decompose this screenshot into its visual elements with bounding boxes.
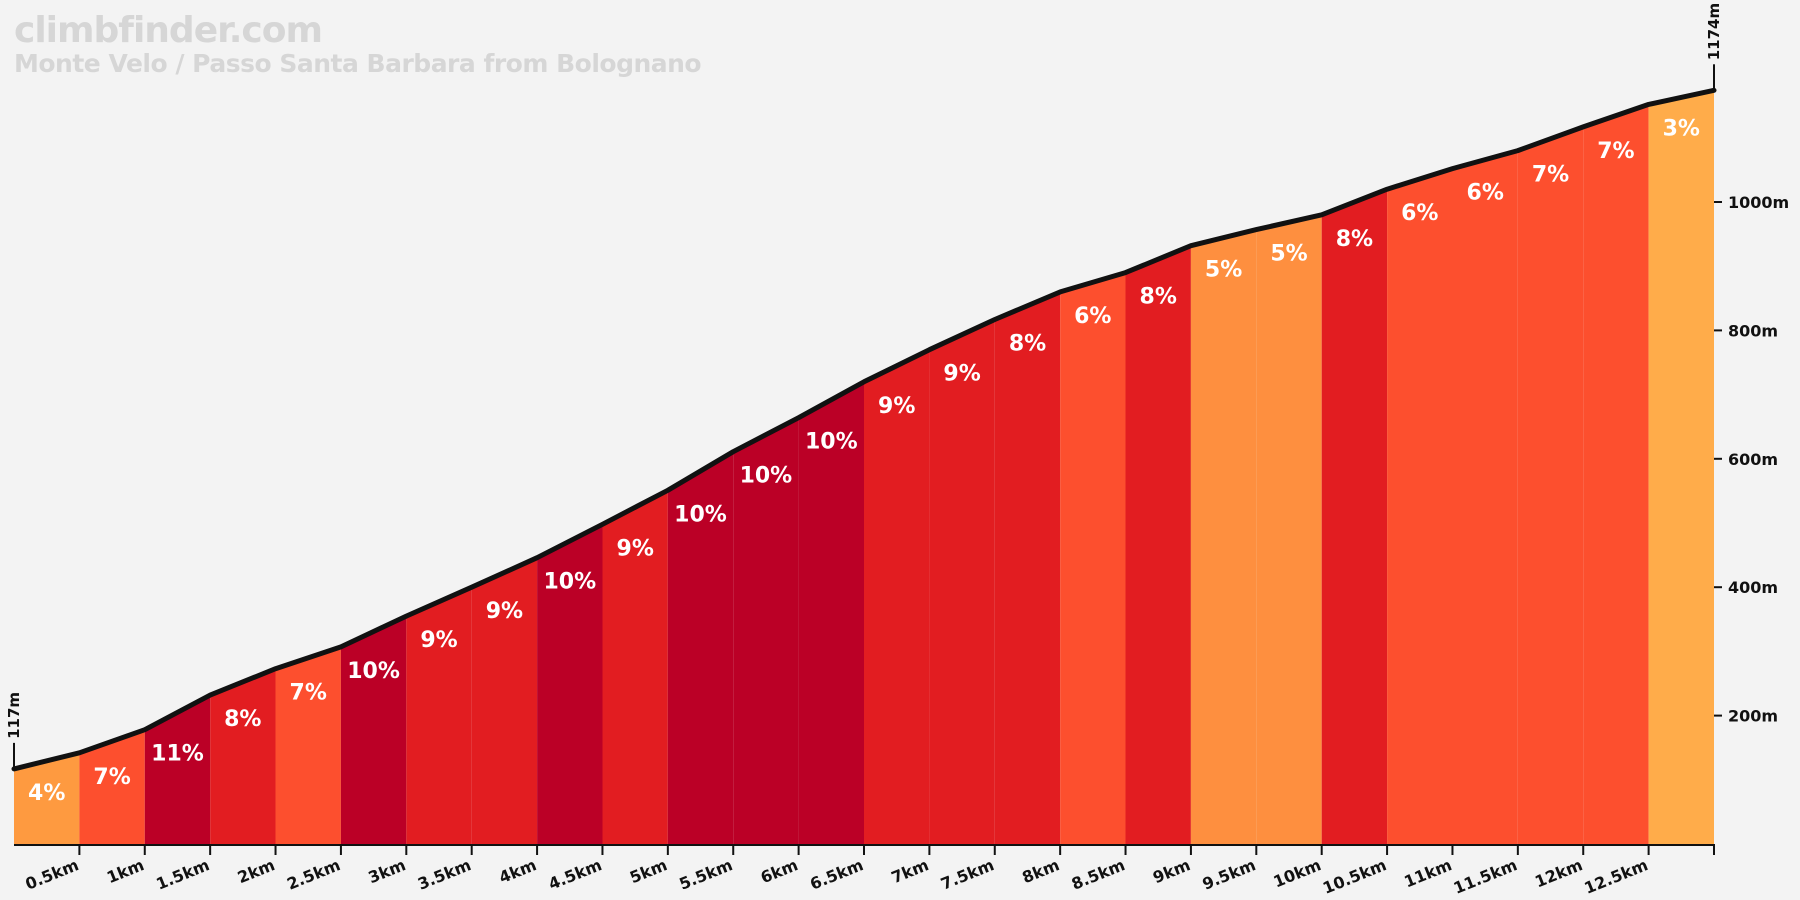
- grade-label-21: 8%: [1336, 227, 1373, 252]
- grade-segment-10: [602, 490, 668, 844]
- x-tick-label: 1km: [104, 855, 147, 887]
- grade-label-23: 6%: [1467, 181, 1504, 206]
- grade-label-3: 11%: [151, 742, 204, 767]
- grade-label-25: 7%: [1597, 139, 1634, 164]
- grade-segment-17: [1060, 272, 1126, 845]
- grade-segment-5: [275, 646, 341, 844]
- grade-segment-1: [14, 752, 80, 844]
- x-tick-label: 8.5km: [1069, 855, 1128, 893]
- x-tick-label: 7.5km: [938, 855, 997, 893]
- grade-label-22: 6%: [1401, 201, 1438, 226]
- x-tick-label: 10.5km: [1320, 855, 1389, 898]
- end-elevation-label: 1174m: [1705, 3, 1723, 60]
- grade-segment-13: [798, 381, 864, 844]
- grade-segment-6: [340, 616, 407, 844]
- grade-segment-11: [667, 451, 734, 844]
- x-tick-label: 6km: [758, 855, 801, 887]
- x-tick-label: 5.5km: [677, 855, 736, 893]
- y-tick-label: 600m: [1728, 450, 1778, 469]
- grade-label-5: 7%: [290, 681, 327, 706]
- grade-label-6: 10%: [347, 659, 400, 684]
- grade-segment-24: [1517, 126, 1584, 844]
- brand-watermark: climbfinder.com: [14, 10, 323, 51]
- start-elevation-label: 117m: [5, 692, 23, 739]
- y-tick-label: 200m: [1728, 707, 1778, 726]
- grade-label-26: 3%: [1663, 116, 1700, 141]
- x-tick-label: 10km: [1271, 855, 1324, 891]
- grade-label-24: 7%: [1532, 163, 1569, 188]
- grade-segment-3: [144, 695, 211, 844]
- profile-line: [11, 87, 1717, 772]
- x-tick-label: 9km: [1150, 855, 1193, 887]
- x-tick-label: 12km: [1532, 855, 1585, 891]
- x-tick-label: 8km: [1019, 855, 1062, 887]
- grade-segment-19: [1190, 229, 1257, 845]
- grade-label-11: 10%: [674, 502, 727, 527]
- grade-segment-16: [994, 291, 1061, 844]
- grade-label-14: 9%: [878, 394, 915, 419]
- grade-segment-8: [471, 557, 538, 844]
- x-tick-label: 4.5km: [546, 855, 605, 893]
- grade-segment-15: [929, 319, 995, 844]
- grade-segment-21: [1321, 189, 1388, 844]
- grade-label-16: 8%: [1009, 332, 1046, 357]
- grade-label-17: 6%: [1074, 304, 1111, 329]
- grade-segment-20: [1256, 214, 1322, 845]
- grade-segment-22: [1387, 168, 1453, 845]
- grade-label-19: 5%: [1205, 258, 1242, 283]
- grade-label-9: 10%: [543, 570, 596, 595]
- grade-segment-9: [537, 524, 603, 844]
- grade-label-13: 10%: [805, 430, 858, 455]
- x-tick-label: 6.5km: [807, 855, 866, 893]
- x-tick-label: 9.5km: [1200, 855, 1259, 893]
- grade-segment-25: [1583, 104, 1649, 844]
- y-tick-label: 1000m: [1728, 193, 1789, 212]
- x-tick-label: 3.5km: [415, 855, 474, 893]
- grade-segment-4: [210, 668, 276, 844]
- x-tick-label: 11km: [1401, 855, 1454, 891]
- x-tick-label: 1.5km: [153, 855, 212, 893]
- grade-label-10: 9%: [617, 536, 654, 561]
- x-tick-label: 2.5km: [284, 855, 343, 893]
- x-tick-label: 11.5km: [1451, 855, 1520, 898]
- x-tick-label: 7km: [889, 855, 932, 887]
- grade-label-4: 8%: [224, 707, 261, 732]
- chart-subtitle: Monte Velo / Passo Santa Barbara from Bo…: [14, 49, 702, 78]
- x-tick-label: 5km: [627, 855, 670, 887]
- grade-segment-2: [79, 729, 145, 844]
- grade-segment-14: [864, 349, 930, 844]
- x-tick-label: 3km: [366, 855, 409, 887]
- grade-segment-7: [406, 587, 472, 844]
- y-tick-label: 400m: [1728, 578, 1778, 597]
- grade-label-7: 9%: [420, 628, 457, 653]
- grade-segment-18: [1125, 245, 1191, 844]
- grade-label-15: 9%: [943, 362, 980, 387]
- grade-segment-26: [1648, 90, 1714, 845]
- grade-segment-23: [1452, 150, 1518, 845]
- x-tick-label: 12.5km: [1582, 855, 1651, 898]
- grade-label-20: 5%: [1270, 242, 1307, 267]
- x-tick-label: 2km: [235, 855, 278, 887]
- grade-label-8: 9%: [486, 599, 523, 624]
- grade-label-1: 4%: [28, 781, 65, 806]
- grade-label-2: 7%: [93, 765, 130, 790]
- x-tick-label: 4km: [496, 855, 539, 887]
- grade-label-12: 10%: [740, 464, 793, 489]
- grade-segment-12: [733, 417, 799, 844]
- y-tick-label: 800m: [1728, 321, 1778, 340]
- x-tick-label: 0.5km: [23, 855, 82, 893]
- grade-label-18: 8%: [1140, 285, 1177, 310]
